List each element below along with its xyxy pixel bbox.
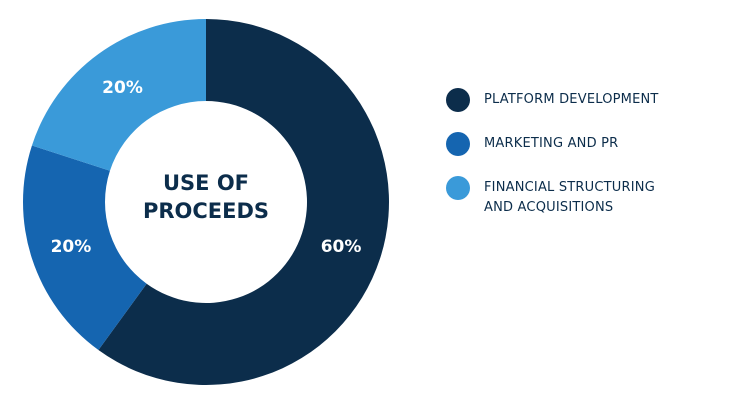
donut-slice-2	[23, 145, 147, 351]
legend-label-marketing-and-pr: MARKETING AND PR	[484, 136, 619, 151]
donut-slice-3	[31, 19, 206, 171]
legend-swatch-platform-development	[446, 88, 470, 112]
legend-item-marketing-and-pr: MARKETING AND PR	[446, 132, 726, 156]
legend: PLATFORM DEVELOPMENT MARKETING AND PR FI…	[446, 88, 726, 238]
legend-label-platform-development: PLATFORM DEVELOPMENT	[484, 92, 659, 107]
donut-chart: 60% 20% 20% USE OF PROCEEDS	[23, 19, 389, 385]
center-title-line-2: PROCEEDS	[143, 199, 269, 223]
slice-value-label-2: 20%	[51, 237, 92, 257]
slice-value-label-1: 60%	[321, 237, 362, 257]
donut-slice-1	[98, 19, 389, 385]
legend-item-platform-development: PLATFORM DEVELOPMENT	[446, 88, 726, 112]
legend-swatch-marketing-and-pr	[446, 132, 470, 156]
legend-item-financial-structuring: FINANCIAL STRUCTURING AND ACQUISITIONS	[446, 176, 726, 218]
center-title-line-1: USE OF	[163, 171, 249, 195]
slice-value-label-3: 20%	[102, 78, 143, 98]
legend-swatch-financial-structuring	[446, 176, 470, 200]
legend-label-financial-structuring: FINANCIAL STRUCTURING AND ACQUISITIONS	[484, 180, 655, 215]
